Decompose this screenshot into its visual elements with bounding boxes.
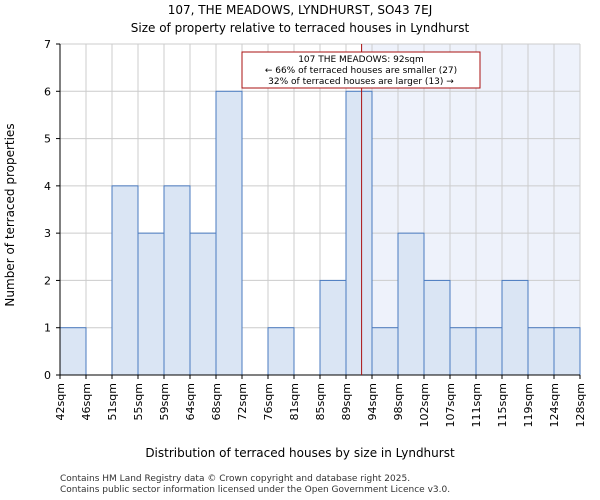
x-tick-label: 55sqm [132,383,145,420]
y-tick-label: 7 [44,38,51,51]
x-tick-label: 76sqm [262,383,275,420]
annotation-frame [241,51,481,89]
bar [449,327,477,376]
x-axis: 42sqm 46sqm 51sqm 55sqm 59sqm 64sqm 68sqm 72sqm… [54,374,587,427]
bar [423,279,451,376]
x-tick-label: 51sqm [106,383,119,420]
bar [397,232,425,376]
y-axis-label: Number of terraced properties [3,123,17,306]
bar [189,232,217,376]
x-tick-label: 107sqm [444,383,457,427]
x-tick-label: 119sqm [522,383,535,427]
bar [527,327,555,376]
bar [345,90,373,376]
x-tick-label: 64sqm [184,383,197,420]
bar [501,279,529,376]
bar [163,185,191,376]
chart-title: 107, THE MEADOWS, LYNDHURST, SO43 7EJ [168,3,433,17]
y-tick-label: 5 [44,133,51,146]
x-tick-label: 46sqm [80,383,93,420]
y-axis: 0 1 2 3 4 5 6 7 [44,38,61,382]
x-tick-label: 102sqm [418,383,431,427]
x-tick-label: 81sqm [288,383,301,420]
bar [319,279,347,376]
bars [59,90,581,376]
x-tick-label: 85sqm [314,383,327,420]
x-tick-label: 124sqm [548,383,561,427]
bar [371,327,399,376]
footer-line-2: Contains public sector information licen… [60,485,451,495]
y-tick-label: 0 [44,369,51,382]
x-tick-label: 68sqm [210,383,223,420]
annotation-line-1: 107 THE MEADOWS: 92sqm [298,55,424,65]
annotation-line-3: 32% of terraced houses are larger (13) → [268,77,454,87]
bar [475,327,503,376]
bar [215,90,243,376]
bar [137,232,165,376]
y-tick-label: 1 [44,322,51,335]
bar [59,327,87,376]
x-tick-label: 59sqm [158,383,171,420]
bar [267,327,295,376]
bar [553,327,581,376]
annotation-box: 107 THE MEADOWS: 92sqm ← 66% of terraced… [241,51,481,89]
x-tick-label: 94sqm [366,383,379,420]
annotation-line-2: ← 66% of terraced houses are smaller (27… [265,66,457,76]
y-tick-label: 6 [44,85,51,98]
x-tick-label: 111sqm [470,383,483,427]
x-tick-label: 89sqm [340,383,353,420]
chart-subtitle: Size of property relative to terraced ho… [131,21,470,35]
x-tick-label: 128sqm [574,383,587,427]
y-tick-label: 3 [44,227,51,240]
x-axis-label: Distribution of terraced houses by size … [145,446,455,460]
larger-region-highlight [361,44,580,375]
y-tick-label: 4 [44,180,51,193]
x-tick-label: 115sqm [496,383,509,427]
x-tick-label: 72sqm [236,383,249,420]
x-tick-label: 42sqm [54,383,67,420]
bar [111,185,139,376]
y-tick-label: 2 [44,274,51,287]
footer-line-1: Contains HM Land Registry data © Crown c… [60,474,411,484]
x-tick-label: 98sqm [392,383,405,420]
